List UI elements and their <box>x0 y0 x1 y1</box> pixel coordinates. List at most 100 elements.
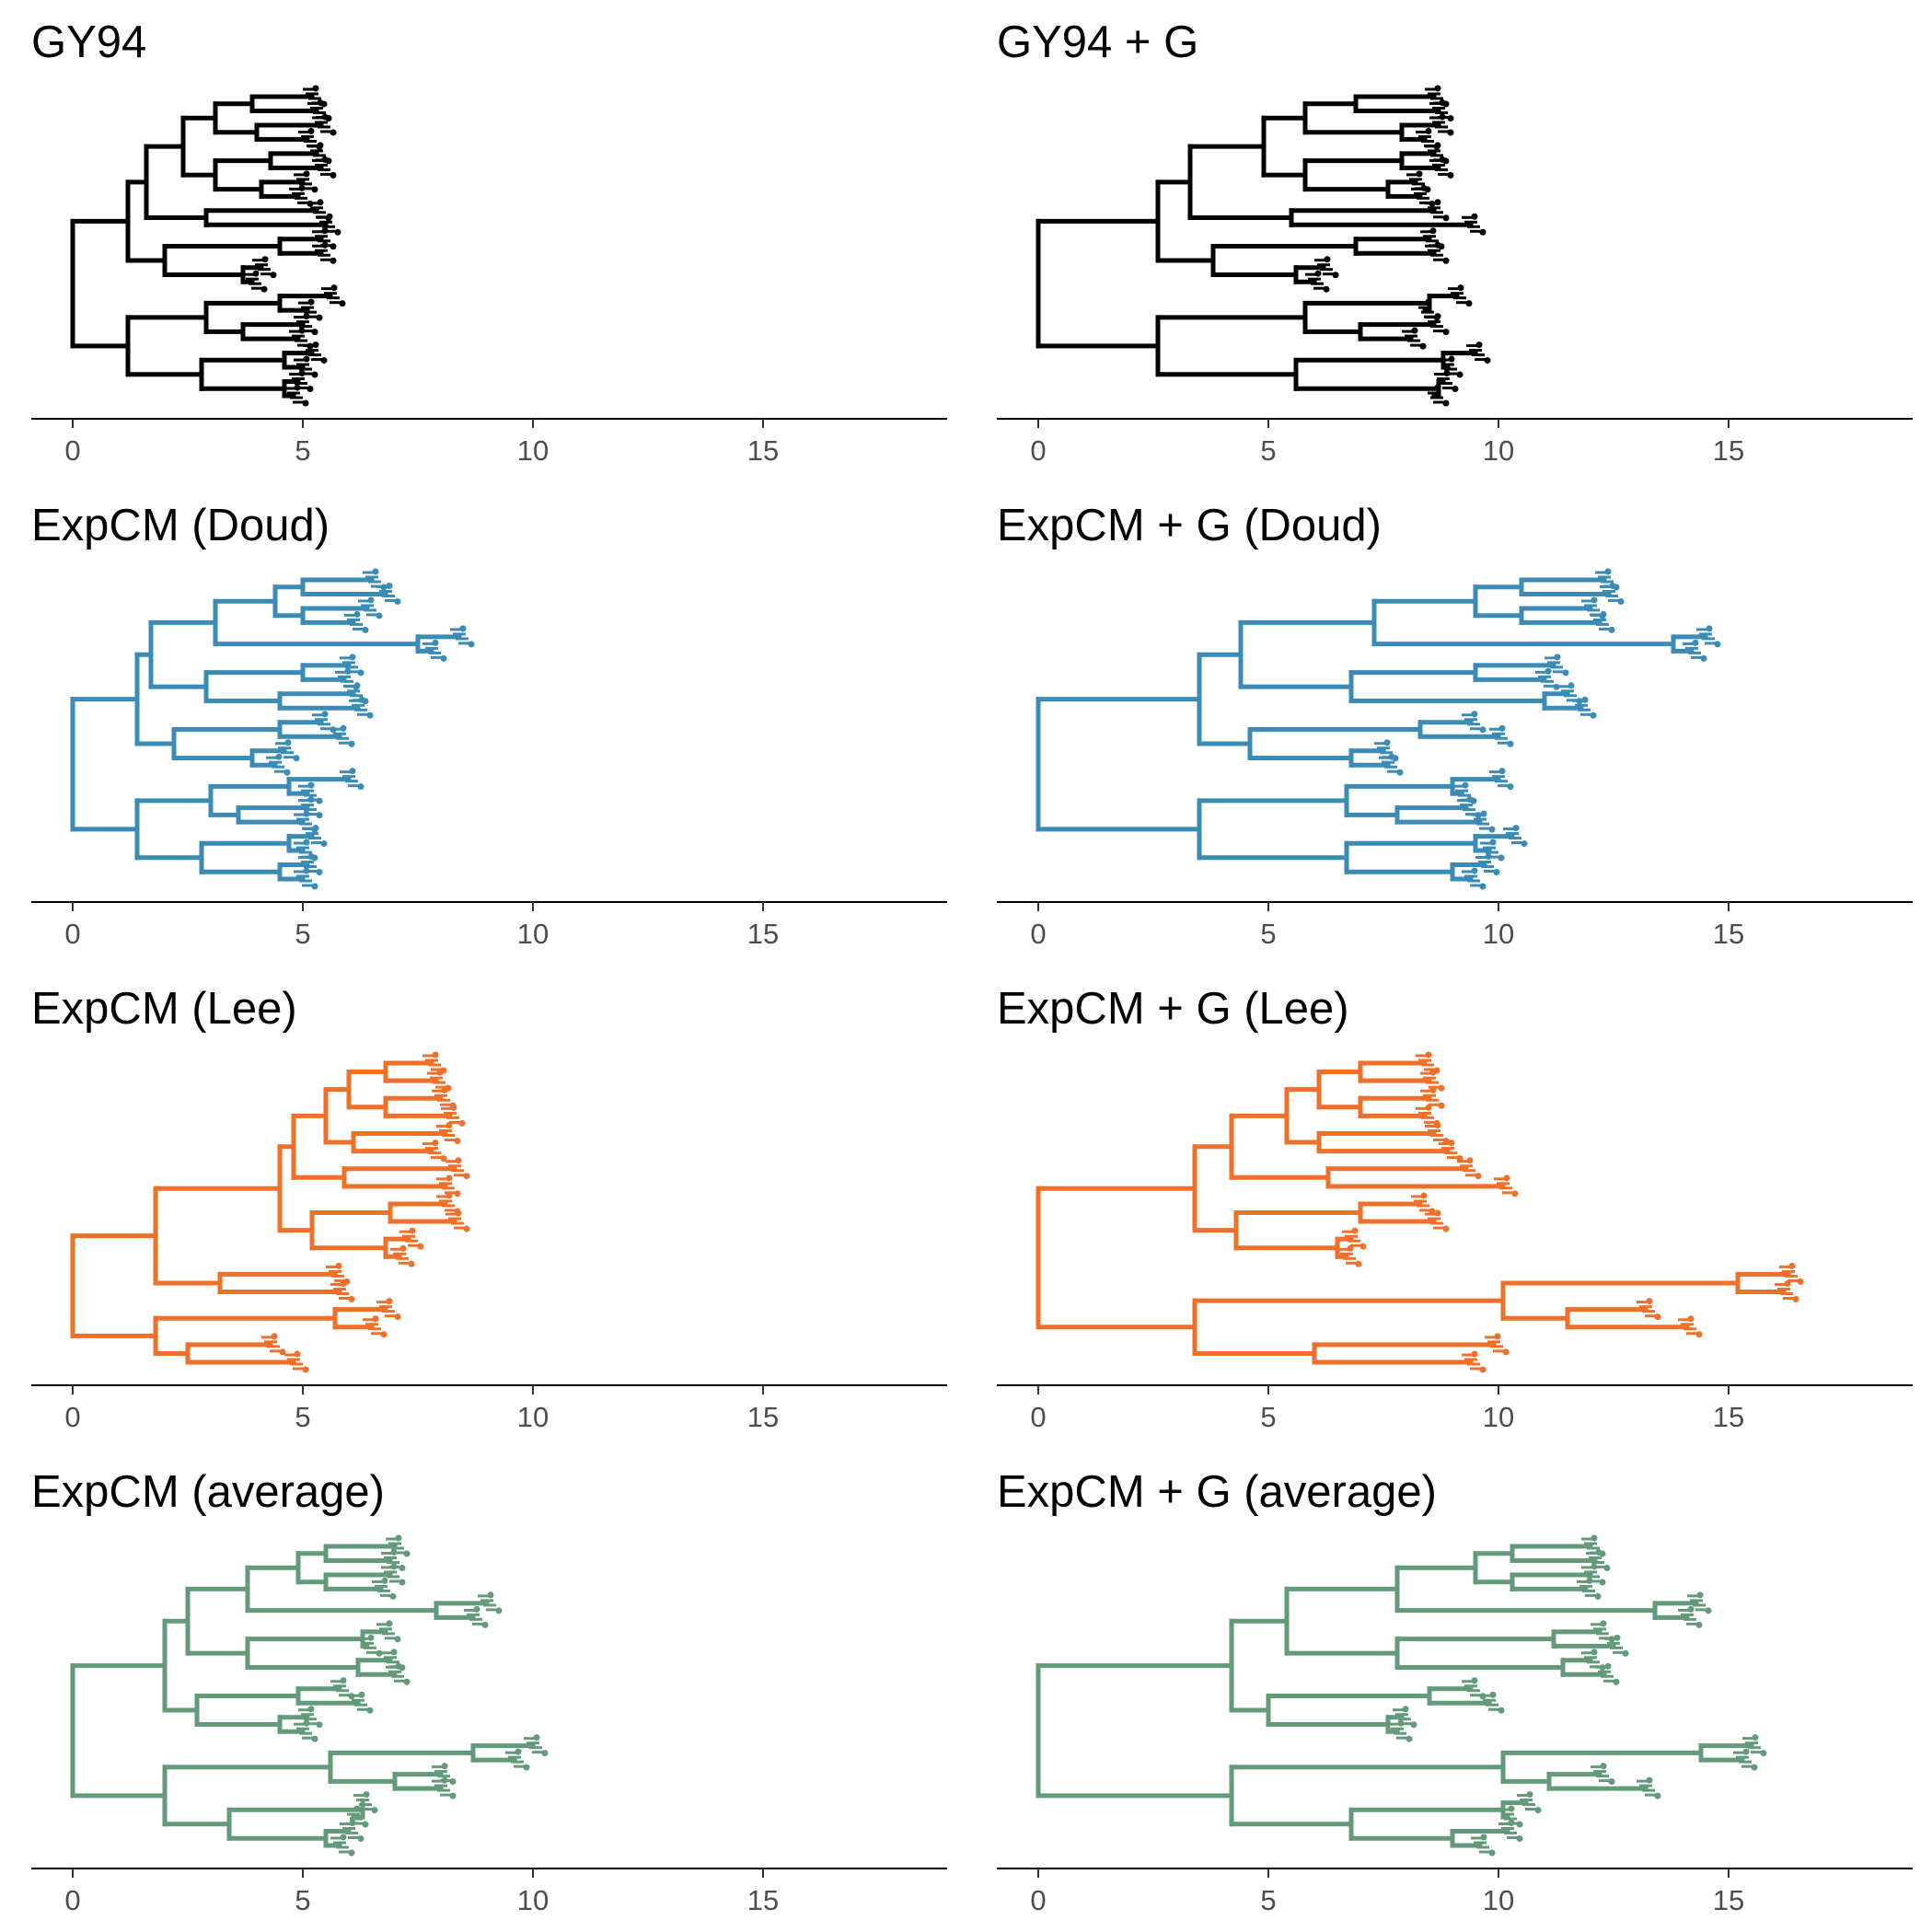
x-tick-label: 0 <box>1030 1884 1046 1916</box>
panel-title: ExpCM + G (Doud) <box>997 501 1382 550</box>
tip-point <box>1434 1209 1441 1217</box>
tip-point <box>1439 113 1446 121</box>
tip-point <box>311 371 318 378</box>
tip-point <box>463 1225 470 1232</box>
tip-point <box>1516 1821 1523 1828</box>
tip-point <box>1609 582 1616 589</box>
tip-point <box>1471 213 1478 220</box>
tip-point <box>376 1649 383 1657</box>
tip-point <box>1396 769 1404 776</box>
tip-point <box>399 1244 407 1252</box>
x-tick-label: 5 <box>295 434 310 467</box>
tip-point <box>455 1209 462 1217</box>
tip-point <box>454 1137 461 1144</box>
tip-point <box>358 696 365 703</box>
tip-point <box>1324 256 1331 263</box>
tip-point <box>353 682 361 689</box>
tip-point <box>1447 114 1454 121</box>
tip-point <box>302 399 309 407</box>
tip-point <box>1613 1678 1620 1685</box>
tip-point <box>1471 711 1478 718</box>
x-tick-label: 10 <box>517 434 549 467</box>
tip-point <box>344 667 352 675</box>
tip-point <box>1439 98 1446 106</box>
tree-panel-5: ExpCM (Lee) 0 5 10 15 <box>31 984 947 1433</box>
tip-point <box>320 357 328 364</box>
x-tick-label: 5 <box>295 1401 310 1433</box>
tip-point <box>380 1331 388 1338</box>
x-tick-label: 5 <box>1260 918 1276 950</box>
x-tick-label: 10 <box>1483 918 1514 950</box>
tip-point <box>468 641 475 648</box>
tree-branches <box>1035 1051 1804 1373</box>
tip-point <box>1475 1173 1482 1180</box>
tip-point <box>293 755 300 762</box>
tip-point <box>441 1086 448 1093</box>
tip-point <box>1700 654 1707 662</box>
tip-point <box>372 568 379 575</box>
tip-point <box>523 1764 530 1771</box>
x-tick-label: 10 <box>517 1884 549 1916</box>
tip-point <box>1696 1591 1704 1599</box>
tip-point <box>1448 1140 1455 1147</box>
tip-point <box>298 184 306 191</box>
tip-point <box>303 170 310 178</box>
tip-point <box>381 1577 388 1584</box>
tip-point <box>541 1750 549 1757</box>
tip-point <box>1425 1051 1432 1059</box>
tip-point <box>1434 199 1441 206</box>
tip-point <box>390 1563 398 1570</box>
tip-point <box>1434 313 1441 320</box>
tip-point <box>1502 1348 1510 1356</box>
x-tick-label: 15 <box>747 918 779 950</box>
tip-point <box>450 1104 457 1111</box>
tip-point <box>348 1296 355 1303</box>
x-tick-label: 0 <box>1030 434 1046 467</box>
tip-point <box>1442 257 1450 264</box>
tip-point <box>307 796 315 804</box>
tip-point <box>1534 1807 1542 1814</box>
tip-point <box>1471 1350 1478 1358</box>
tip-point <box>1507 740 1514 747</box>
tip-point <box>275 753 283 760</box>
tip-point <box>307 298 315 306</box>
tip-point <box>454 1190 461 1197</box>
tip-point <box>1590 711 1597 719</box>
tip-point <box>362 1821 369 1828</box>
tip-point <box>367 596 375 604</box>
tip-point <box>1425 127 1432 134</box>
tree-panel-6: ExpCM + G (Lee) 0 5 10 15 <box>997 984 1913 1433</box>
tip-point <box>349 1820 356 1827</box>
tip-point <box>1410 1721 1417 1729</box>
tip-point <box>1452 386 1459 393</box>
tip-point <box>357 669 364 677</box>
tip-point <box>1692 639 1699 646</box>
x-tick-label: 15 <box>747 434 779 467</box>
tip-point <box>1457 284 1464 292</box>
tip-point <box>1646 1298 1653 1305</box>
tip-point <box>1493 869 1500 876</box>
tip-point <box>533 1734 540 1741</box>
tip-point <box>389 1592 397 1600</box>
tip-point <box>1388 753 1395 760</box>
tip-point <box>1438 1102 1445 1109</box>
tip-point <box>303 355 310 363</box>
tip-point <box>1314 270 1322 277</box>
tree-panel-2: GY94 + G 0 5 10 15 <box>997 17 1913 467</box>
tip-point <box>357 783 364 791</box>
tip-point <box>1581 696 1589 703</box>
tip-point <box>270 272 277 279</box>
tip-point <box>357 1835 364 1843</box>
tip-point <box>284 739 292 746</box>
tip-point <box>303 1719 310 1727</box>
tip-point <box>417 1243 424 1250</box>
tip-point <box>1439 156 1446 163</box>
tip-point <box>311 883 318 890</box>
tree-branches <box>70 568 475 890</box>
tip-point <box>366 1706 374 1714</box>
tip-point <box>1425 1104 1432 1111</box>
tip-point <box>1591 1534 1598 1542</box>
tip-point <box>1498 768 1506 775</box>
tip-point <box>1480 810 1487 817</box>
